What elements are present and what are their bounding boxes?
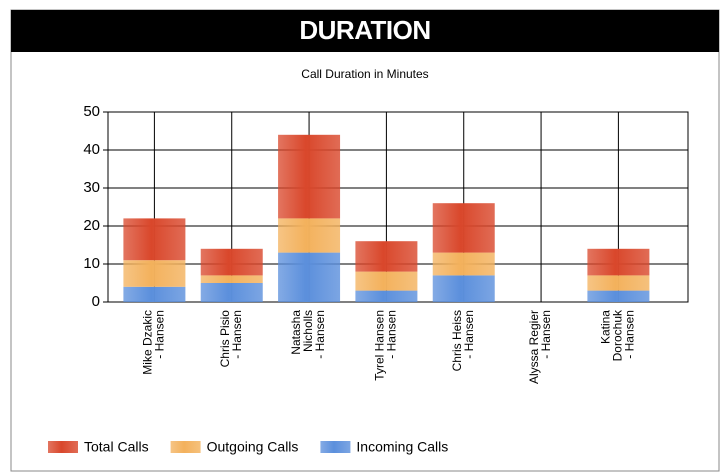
- bar-segment: [200, 248, 263, 276]
- legend-swatch: [48, 441, 78, 453]
- y-tick-label: 0: [92, 293, 100, 310]
- header-bar: [11, 10, 719, 52]
- y-tick-label: 20: [83, 217, 100, 234]
- x-tick-label: - Hansen: [313, 310, 327, 359]
- y-tick-label: 10: [83, 255, 100, 272]
- legend-swatch: [170, 441, 201, 453]
- bar-segment: [278, 134, 341, 219]
- y-tick-label: 40: [83, 141, 100, 158]
- x-tick-label: Alyssa Regier: [527, 310, 541, 384]
- bar-segment: [123, 218, 186, 261]
- bar-segment: [432, 252, 495, 276]
- x-tick-label: Nicholls: [301, 310, 315, 352]
- bar-segment: [278, 252, 341, 302]
- bar-segment: [587, 248, 650, 276]
- bar-segment: [355, 241, 418, 272]
- x-tick-label: - Hansen: [623, 310, 637, 359]
- legend-label: Outgoing Calls: [207, 439, 299, 455]
- bar-segment: [355, 271, 418, 291]
- legend-label: Total Calls: [84, 439, 149, 455]
- x-tick-label: - Hansen: [230, 310, 244, 359]
- bar-segment: [355, 290, 418, 302]
- x-tick-label: Natasha: [289, 310, 303, 355]
- bar-segment: [587, 275, 650, 291]
- x-tick-label: Mike Dzakic: [141, 310, 155, 375]
- bar-segment: [200, 283, 263, 302]
- bar-segment: [123, 286, 186, 302]
- y-tick-label: 50: [83, 103, 100, 120]
- x-tick-label: - Hansen: [539, 310, 553, 359]
- x-tick-label: Chris Heiss: [450, 310, 464, 371]
- chart-title: Call Duration in Minutes: [301, 67, 428, 81]
- bar-segment: [278, 218, 341, 253]
- x-tick-label: Chris Pisio: [218, 310, 232, 368]
- bar-segment: [200, 275, 263, 283]
- header-title: DURATION: [299, 15, 430, 45]
- legend-swatch: [320, 441, 351, 453]
- x-tick-label: Katina: [599, 310, 613, 344]
- x-tick-label: Dorochuk: [611, 309, 625, 361]
- x-tick-label: Tyrel Hansen: [373, 310, 387, 381]
- bar-segment: [432, 203, 495, 253]
- y-tick-label: 30: [83, 179, 100, 196]
- bar-segment: [432, 275, 495, 302]
- bar-segment: [123, 260, 186, 287]
- x-tick-label: - Hansen: [385, 310, 399, 359]
- x-tick-label: - Hansen: [153, 310, 167, 359]
- x-tick-label: - Hansen: [462, 310, 476, 359]
- bar-segment: [587, 290, 650, 302]
- legend-label: Incoming Calls: [356, 439, 448, 455]
